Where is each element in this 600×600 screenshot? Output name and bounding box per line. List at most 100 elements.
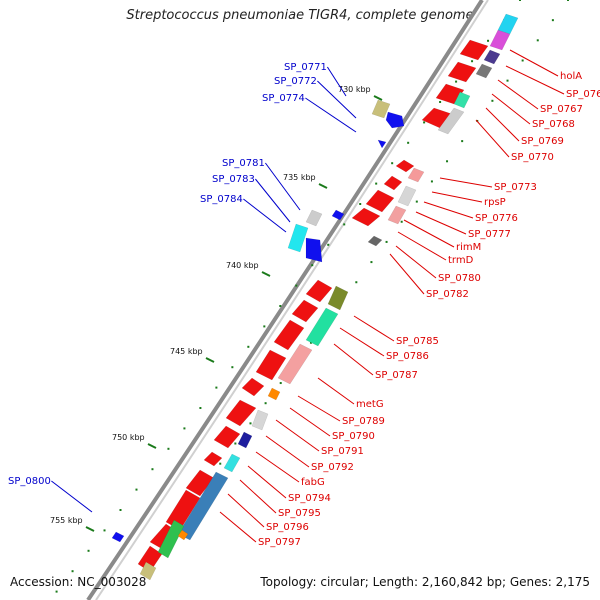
scale-dot [71,570,74,573]
reverse-gene-arrow [185,469,215,497]
scale-dot [327,243,330,246]
scale-dot [519,0,521,1]
scale-dot [279,305,282,307]
scale-dot [407,141,410,144]
scale-dot [215,386,218,389]
reverse-leader-line [353,315,395,342]
gene-block [483,49,501,65]
reverse-leader-line [333,343,374,376]
gene-block [305,209,323,227]
scale-dot [439,101,442,103]
reverse-gene-label: rimM [456,242,481,253]
scale-tick [85,526,95,532]
scale-tick [318,183,328,189]
reverse-leader-line [389,253,425,295]
forward-leader-line [326,66,347,97]
reverse-gene-arrow [305,279,333,303]
scale-dot [415,200,418,203]
reverse-gene-label: SP_0792 [311,462,354,473]
forward-gene-label: SP_0781 [222,158,265,169]
reverse-leader-line [255,451,300,483]
reverse-gene-label: SP_0777 [468,229,511,240]
gene-block [387,205,407,225]
scale-dot [119,509,122,511]
reverse-leader-line [397,231,447,261]
gene-block [177,471,229,541]
forward-leader-line [305,97,357,133]
scale-dot [375,182,378,185]
scale-dot [385,240,388,243]
reverse-gene-label: SP_0786 [386,351,429,362]
reverse-leader-line [297,395,341,422]
scale-tick [373,95,383,101]
scale-dot [219,462,222,465]
scale-dot [295,284,298,287]
scale-dot [355,281,358,284]
reverse-gene-label: SP_0767 [540,104,583,115]
reverse-leader-line [423,201,474,219]
scale-dot [249,422,252,425]
reverse-gene-label: SP_0790 [332,431,375,442]
scale-dot [536,39,539,42]
reverse-leader-line [485,107,520,142]
forward-leader-line [243,198,287,233]
scale-dot [183,427,186,430]
scale-dot [264,402,267,405]
reverse-gene-arrow [203,451,223,467]
gene-block [223,453,241,473]
reverse-leader-line [239,479,277,514]
scale-dot [87,549,90,552]
reverse-leader-line [289,407,331,437]
backbone-inner-arc [95,0,489,600]
reverse-leader-line [403,219,455,248]
reverse-leader-line [265,435,310,468]
reverse-gene-arrow [383,175,403,191]
scale-dot [430,180,433,183]
reverse-gene-label: holA [560,71,582,82]
reverse-gene-label: rpsP [484,197,506,208]
gene-block [287,223,309,253]
scale-dot [506,79,509,82]
scale-dot [521,59,524,62]
forward-gene-arrow [305,237,323,263]
scale-dot [231,366,234,369]
reverse-leader-line [395,245,437,279]
gene-block [177,529,189,541]
reverse-leader-line [227,493,265,528]
forward-leader-line [317,80,357,119]
gene-block [237,431,253,449]
gene-block [437,107,465,135]
forward-gene-arrow [385,111,405,129]
scale-dot [487,39,490,42]
scale-dot [461,140,464,143]
reverse-leader-line [219,511,257,543]
reverse-gene-label: SP_0794 [288,493,331,504]
scale-dot [551,19,554,22]
scale-dot [247,345,250,348]
reverse-gene-label: SP_0791 [321,446,364,457]
scale-label: 735 kbp [283,173,316,182]
reverse-gene-arrow [255,349,287,381]
scale-dot [263,325,266,328]
forward-leader-line [255,178,291,223]
reverse-gene-arrow [241,377,265,397]
gene-block [327,285,349,311]
reverse-gene-label: trmD [448,255,474,266]
scale-dot [359,203,362,205]
accession-label: Accession: NC_003028 [10,575,147,589]
forward-gene-arrow [111,531,125,543]
scale-dot [135,488,138,491]
reverse-gene-label: SP_0795 [278,508,321,519]
forward-gene-label: SP_0772 [274,76,317,87]
scale-dot [234,442,237,445]
reverse-gene-arrow [447,61,477,83]
reverse-leader-line [247,465,287,499]
map-title: Streptococcus pneumoniae TIGR4, complete… [126,8,474,23]
reverse-leader-line [415,211,467,235]
reverse-gene-arrow [395,159,415,173]
scale-tick [147,443,157,449]
gene-block [371,99,391,119]
reverse-gene-label: SP_0770 [511,152,554,163]
backbone-outer-arc [86,0,484,600]
